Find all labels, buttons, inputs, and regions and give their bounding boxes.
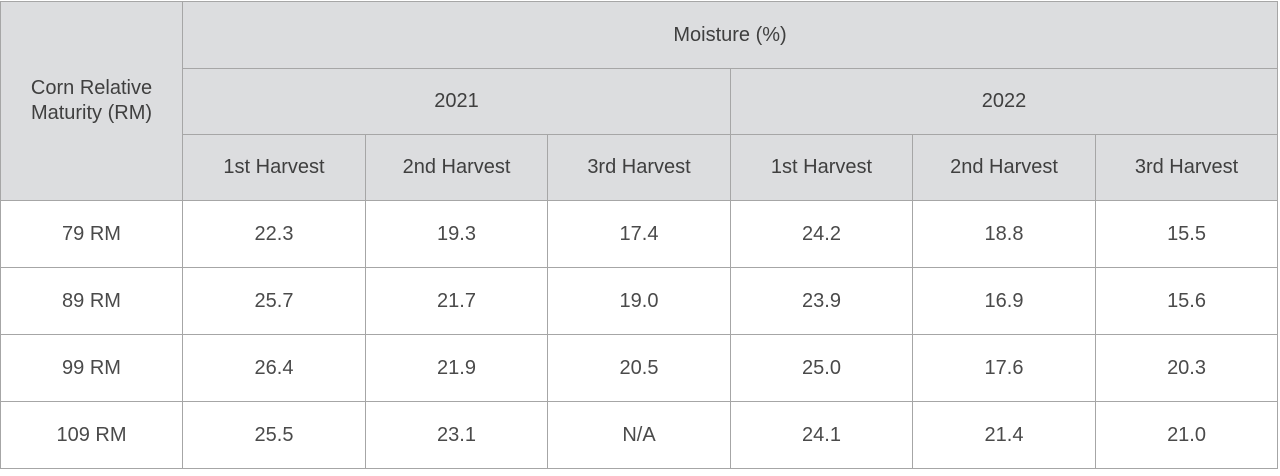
value-cell: 19.3 [365,200,548,268]
rm-cell: 99 RM [0,334,183,402]
value-cell: 24.2 [730,200,913,268]
value-cell: 15.5 [1094,200,1279,268]
harvest-header: 3rd Harvest [547,134,731,201]
value-cell: 19.0 [547,267,731,335]
table-body: 79 RM 22.3 19.3 17.4 24.2 18.8 15.5 89 R… [0,200,1279,469]
value-cell: 25.5 [182,401,366,469]
table-header: Corn Relative Maturity (RM) Moisture (%)… [0,1,1279,201]
moisture-group-header: Moisture (%) [181,1,1279,69]
harvest-header: 2nd Harvest [365,134,548,201]
table-row: 89 RM 25.7 21.7 19.0 23.9 16.9 15.6 [0,267,1279,335]
harvest-header: 1st Harvest [730,134,913,201]
value-cell: N/A [547,401,731,469]
value-cell: 15.6 [1094,267,1279,335]
value-cell: 26.4 [182,334,366,402]
value-cell: 21.9 [365,334,548,402]
value-cell: 17.4 [547,200,731,268]
harvest-header: 1st Harvest [182,134,366,201]
harvest-header: 3rd Harvest [1094,134,1279,201]
value-cell: 18.8 [912,200,1096,268]
value-cell: 17.6 [912,334,1096,402]
value-cell: 25.0 [730,334,913,402]
harvest-header: 2nd Harvest [912,134,1096,201]
year-header-2021: 2021 [182,68,731,135]
year-header-2022: 2022 [729,68,1279,135]
value-cell: 20.5 [547,334,731,402]
rm-cell: 79 RM [0,200,183,268]
table-row: 99 RM 26.4 21.9 20.5 25.0 17.6 20.3 [0,334,1279,402]
header-row-years: 2021 2022 [1,68,1279,135]
value-cell: 21.0 [1094,401,1279,469]
table-row: 109 RM 25.5 23.1 N/A 24.1 21.4 21.0 [0,401,1279,469]
value-cell: 16.9 [912,267,1096,335]
header-row-harvests: 1st Harvest 2nd Harvest 3rd Harvest 1st … [1,134,1279,201]
rm-cell: 89 RM [0,267,183,335]
value-cell: 21.7 [365,267,548,335]
rm-cell: 109 RM [0,401,183,469]
value-cell: 24.1 [730,401,913,469]
table-row: 79 RM 22.3 19.3 17.4 24.2 18.8 15.5 [0,200,1279,268]
value-cell: 23.9 [730,267,913,335]
value-cell: 22.3 [182,200,366,268]
header-row-group: Corn Relative Maturity (RM) Moisture (%) [0,1,1279,201]
rm-column-header: Corn Relative Maturity (RM) [0,1,183,201]
value-cell: 23.1 [365,401,548,469]
value-cell: 20.3 [1094,334,1279,402]
value-cell: 21.4 [912,401,1096,469]
value-cell: 25.7 [182,267,366,335]
